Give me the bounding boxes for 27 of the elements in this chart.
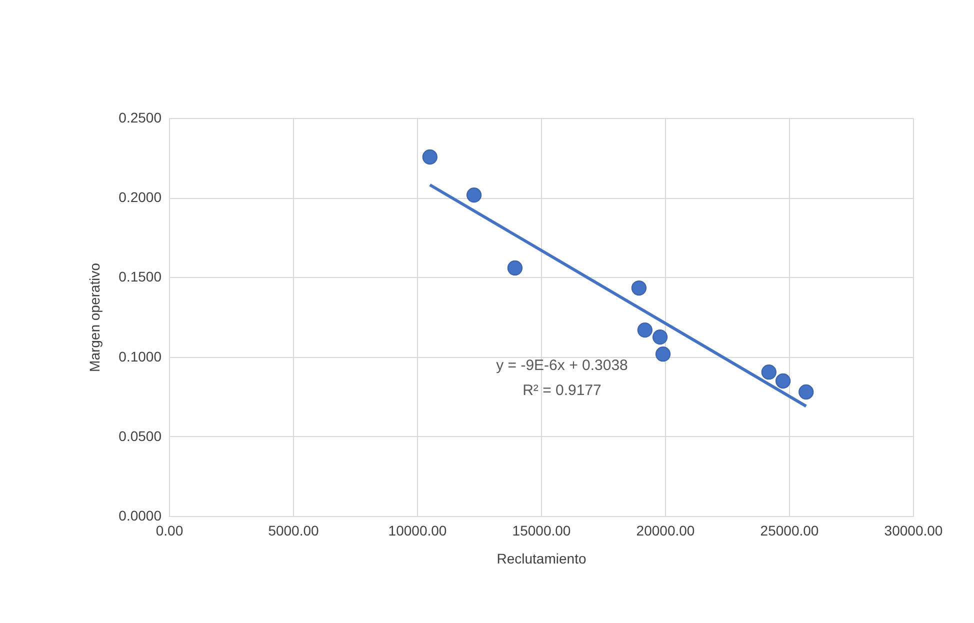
y-tick-label: 0.1000 [118,348,162,364]
x-tick-label: 5000.00 [268,522,320,538]
y-tick-label: 0.0500 [118,428,162,444]
y-tick-label: 0.2500 [118,110,162,126]
point [507,260,523,276]
x-tick-label: 30000.00 [884,522,943,538]
point [775,373,791,389]
x-axis-title: Reclutamiento [496,550,586,566]
point [798,384,814,400]
annotation: R² = 0.9177 [522,382,602,399]
x-tick-label: 0.00 [156,522,184,538]
point [652,330,668,345]
point [466,187,482,203]
point [637,322,652,338]
point [631,280,647,296]
y-axis-title: Margen operativo [86,262,103,372]
x-tick-label: 20000.00 [636,522,695,538]
point [761,364,776,380]
y-tick-label: 0.0000 [118,508,162,524]
annotation: y = -9E-6x + 0.3038 [496,357,628,374]
y-tick-label: 0.1500 [118,268,162,285]
x-tick-label: 25000.00 [760,522,819,538]
point [655,346,671,362]
x-tick-label: 15000.00 [512,522,571,538]
point [422,149,438,165]
y-tick-label: 0.2000 [118,189,162,206]
x-tick-label: 10000.00 [388,522,447,538]
